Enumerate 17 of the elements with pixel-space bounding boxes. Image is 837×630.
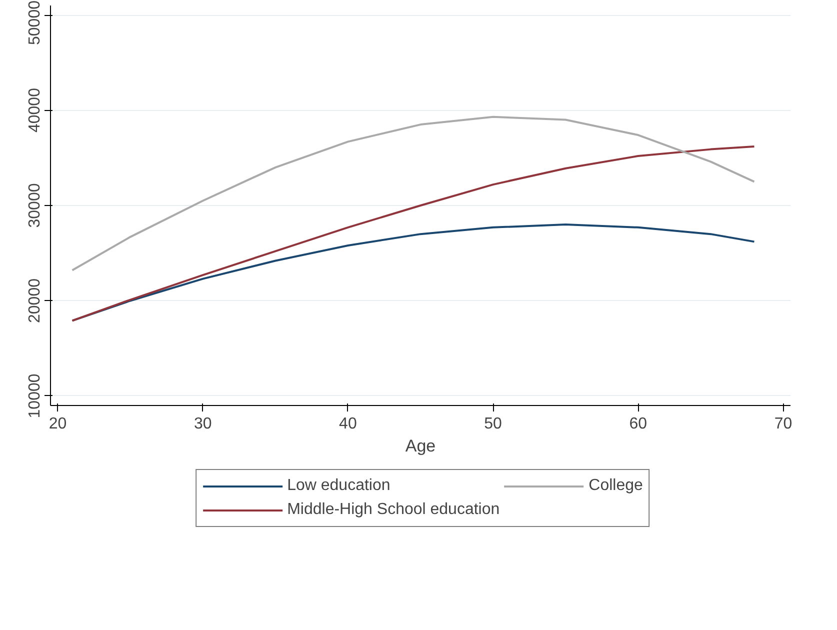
x-tick-label: 30 bbox=[194, 416, 212, 432]
x-tick-label: 70 bbox=[774, 416, 792, 432]
legend-label: Middle-High School education bbox=[287, 501, 500, 519]
legend-label: College bbox=[588, 477, 643, 495]
line-series bbox=[71, 145, 756, 322]
y-tick-label: 40000 bbox=[26, 88, 44, 133]
y-tick-label: 30000 bbox=[26, 183, 44, 228]
x-tick-label: 20 bbox=[48, 416, 67, 432]
legend-label: Low education bbox=[287, 477, 390, 495]
x-axis-title: Age bbox=[405, 436, 436, 456]
x-tick-label: 50 bbox=[484, 416, 502, 432]
y-tick-label: 50000 bbox=[26, 0, 44, 45]
x-tick-label: 60 bbox=[629, 416, 648, 432]
line-series bbox=[71, 116, 756, 272]
y-tick-label: 10000 bbox=[26, 374, 44, 418]
x-tick-label: 40 bbox=[339, 416, 357, 432]
y-tick-label: 20000 bbox=[26, 278, 44, 323]
